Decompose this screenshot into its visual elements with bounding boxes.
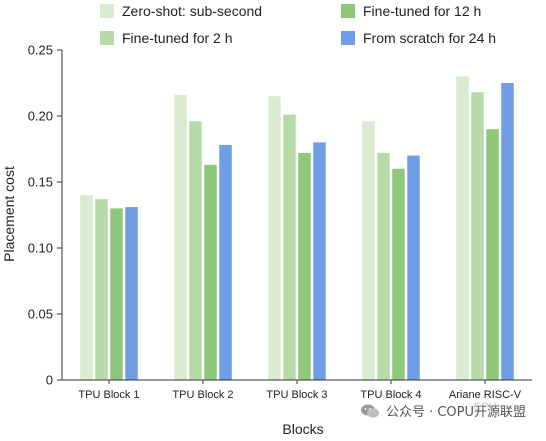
legend-swatch bbox=[341, 31, 355, 45]
x-tick-label: TPU Block 1 bbox=[78, 389, 139, 401]
bar bbox=[283, 114, 296, 381]
legend-swatch bbox=[100, 4, 114, 18]
bar bbox=[174, 94, 187, 380]
bar bbox=[268, 96, 281, 380]
x-tick-label: TPU Block 3 bbox=[266, 389, 327, 401]
bar bbox=[377, 152, 390, 380]
y-tick-label: 0.05 bbox=[28, 307, 53, 322]
y-tick-label: 0 bbox=[46, 373, 53, 388]
bar bbox=[392, 168, 405, 380]
bar bbox=[298, 152, 311, 380]
legend-label: From scratch for 24 h bbox=[363, 30, 496, 46]
bar bbox=[219, 145, 232, 380]
x-tick-label: Ariane RISC-V bbox=[449, 389, 522, 401]
y-tick-label: 0.10 bbox=[28, 241, 53, 256]
y-tick-label: 0.15 bbox=[28, 175, 53, 190]
y-axis-title: Placement cost bbox=[1, 166, 17, 262]
x-tick-label: TPU Block 2 bbox=[172, 389, 233, 401]
bar bbox=[407, 155, 420, 380]
bar bbox=[95, 199, 108, 380]
legend-label: Fine-tuned for 2 h bbox=[122, 30, 233, 46]
legend-swatch bbox=[341, 4, 355, 18]
bar bbox=[456, 76, 469, 381]
bar bbox=[471, 92, 484, 381]
bar bbox=[362, 121, 375, 380]
watermark-text: 公众号 · COPU开源联盟 bbox=[385, 405, 526, 420]
y-tick-label: 0.20 bbox=[28, 109, 53, 124]
bar bbox=[501, 83, 514, 380]
legend: Zero-shot: sub-second Fine-tuned for 2 h F… bbox=[100, 3, 496, 46]
bar bbox=[110, 208, 123, 380]
watermark: 公众号 · COPU开源联盟 bbox=[355, 400, 530, 421]
legend-label: Fine-tuned for 12 h bbox=[363, 3, 481, 19]
bars bbox=[80, 76, 514, 381]
x-tick-label: TPU Block 4 bbox=[360, 389, 421, 401]
legend-label: Zero-shot: sub-second bbox=[122, 3, 262, 19]
x-axis-title: Blocks bbox=[282, 421, 323, 437]
y-tick-label: 0.25 bbox=[28, 43, 53, 58]
bar bbox=[189, 121, 202, 380]
legend-swatch bbox=[100, 31, 114, 45]
bar bbox=[313, 142, 326, 380]
bar bbox=[80, 195, 93, 380]
y-axis: 0 0.05 0.10 0.15 0.20 0.25 bbox=[28, 43, 63, 388]
wechat-icon bbox=[360, 404, 379, 418]
bar bbox=[125, 207, 138, 380]
bar bbox=[486, 129, 499, 380]
bar bbox=[204, 164, 217, 380]
